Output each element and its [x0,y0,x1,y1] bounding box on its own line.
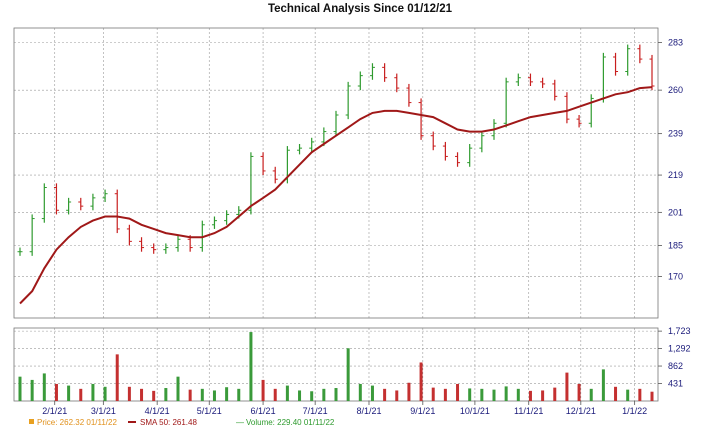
volume-legend-swatch: — [236,418,244,427]
volume-bar [249,332,253,401]
date-tick-label: 5/1/21 [197,406,222,416]
date-tick-label: 6/1/21 [251,406,276,416]
price-tick-label: 219 [668,170,683,180]
volume-bar [601,369,605,401]
volume-bar [370,385,374,401]
price-legend-swatch [29,419,34,424]
volume-tick-label: 1,292 [668,344,691,354]
price-tick-label: 260 [668,85,683,95]
price-tick-label: 170 [668,272,683,282]
volume-bar [504,386,508,401]
volume-bar [431,387,435,401]
volume-bar [638,388,642,401]
volume-bar [152,390,156,401]
volume-bar [395,390,399,401]
volume-bar [212,390,216,401]
date-tick-label: 8/1/21 [356,406,381,416]
price-bars [17,44,655,256]
date-tick-label: 12/1/21 [566,406,596,416]
volume-bar [261,379,265,401]
volume-bar [419,362,423,401]
volume-bar [79,388,83,401]
volume-bar [407,382,411,401]
volume-bar [127,386,131,401]
volume-bar [492,389,496,401]
volume-tick-label: 862 [668,361,683,371]
volume-bar [176,376,180,401]
price-tick-label: 283 [668,38,683,48]
date-tick-label: 2/1/21 [42,406,67,416]
volume-bar [200,388,204,401]
volume-bar [383,388,387,401]
volume-bar [516,388,520,401]
legend: Price: 262.32 01/11/22 SMA 50: 261.48 — … [29,418,335,427]
date-tick-label: 10/1/21 [460,406,490,416]
volume-bar [164,388,168,401]
volume-bar [553,387,557,401]
price-axis: 283 260 239 219 201 185 170 [658,38,683,282]
price-legend-label: Price: 262.32 01/11/22 [37,418,117,427]
price-tick-label: 201 [668,207,683,217]
volume-bar [565,372,569,401]
price-tick-label: 239 [668,129,683,139]
chart-title: Technical Analysis Since 01/12/21 [268,3,453,15]
volume-bars [18,332,654,401]
volume-bar [626,389,630,401]
date-tick-label: 4/1/21 [145,406,170,416]
volume-bar [334,388,338,401]
volume-bar [140,388,144,401]
volume-bar [480,388,484,401]
volume-bar [103,386,107,401]
volume-bar [273,388,277,401]
volume-legend-label: Volume: 229.40 01/11/22 [246,418,335,427]
volume-bar [91,383,95,401]
date-tick-label: 7/1/21 [303,406,328,416]
volume-bar [115,354,119,401]
volume-tick-label: 431 [668,379,683,389]
date-tick-label: 1/1/22 [622,406,647,416]
date-tick-label: 3/1/21 [91,406,116,416]
volume-axis: 1,723 1,292 862 431 [658,326,691,389]
volume-bar [310,391,314,401]
volume-bar [443,388,447,401]
volume-bar [541,390,545,401]
sma-50-line [19,86,653,305]
volume-bar [54,383,58,401]
volume-bar [577,383,581,401]
volume-bar [225,387,229,401]
volume-gridlines [14,328,658,401]
volume-bar [358,383,362,401]
volume-bar [650,391,654,401]
volume-bar [18,376,22,401]
volume-bar [237,388,241,401]
volume-bar [589,388,593,401]
volume-bar [298,390,302,401]
volume-bar [30,379,34,401]
volume-bar [346,348,350,401]
price-tick-label: 185 [668,241,683,251]
volume-bar [322,388,326,401]
volume-bar [528,390,532,401]
volume-bar [188,389,192,401]
volume-tick-label: 1,723 [668,326,691,336]
price-panel-frame [13,27,659,319]
volume-bar [285,385,289,401]
volume-bar [67,385,71,401]
volume-bar [468,388,472,401]
date-tick-label: 11/1/21 [514,406,543,416]
sma-legend-label: SMA 50: 261.48 [140,418,197,427]
date-tick-label: 9/1/21 [410,406,435,416]
volume-bar [614,386,618,401]
volume-bar [42,373,46,401]
volume-bar [456,383,460,401]
date-axis: 2/1/21 3/1/21 4/1/21 5/1/21 6/1/21 7/1/21 8/1/… [42,401,647,416]
